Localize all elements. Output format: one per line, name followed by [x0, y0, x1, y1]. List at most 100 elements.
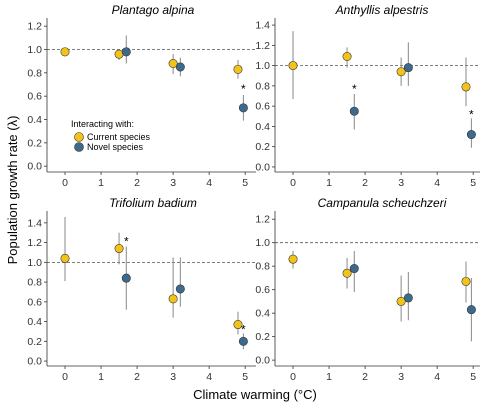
data-point — [239, 104, 247, 112]
data-point — [462, 277, 470, 285]
x-tick-label: 2 — [134, 177, 140, 189]
y-tick-label: 1.0 — [27, 257, 42, 269]
y-tick-label: 0.2 — [255, 141, 270, 153]
y-tick-label: 0.6 — [255, 101, 270, 113]
panel-marks: * — [61, 36, 248, 121]
panel-axes: 0.0 0.2 0.4 0.6 0.8 1.0 1.2 1.4 0 1 2 3 4 5 — [255, 18, 480, 189]
data-point — [176, 63, 184, 71]
x-tick-label: 4 — [434, 371, 440, 383]
legend-label-novel: Novel species — [87, 142, 144, 152]
data-point — [289, 61, 297, 69]
y-tick-label: 0.0 — [27, 161, 42, 173]
x-tick-label: 5 — [470, 177, 476, 189]
y-tick-label: 0.2 — [27, 336, 42, 348]
y-tick-label: 0.8 — [255, 80, 270, 92]
data-point — [176, 285, 184, 293]
x-tick-label: 3 — [170, 177, 176, 189]
legend-title: Interacting with: — [71, 119, 134, 129]
panel-axes: 0.0 0.2 0.4 0.6 0.8 1.0 1.2 1.4 0 1 2 3 4 5 — [27, 211, 256, 383]
data-point — [61, 254, 69, 262]
y-tick-label: 0.8 — [27, 67, 42, 79]
x-tick-label: 5 — [242, 177, 248, 189]
x-tick-label: 3 — [398, 177, 404, 189]
data-point — [234, 65, 242, 73]
x-tick-label: 0 — [290, 177, 296, 189]
x-tick-label: 4 — [434, 177, 440, 189]
x-tick-label: 1 — [326, 177, 332, 189]
data-point — [61, 48, 69, 56]
x-tick-label: 4 — [206, 371, 212, 383]
significance-star: * — [241, 322, 246, 336]
y-tick-label: 0.6 — [27, 91, 42, 103]
x-tick-label: 5 — [470, 371, 476, 383]
y-tick-label: 0.4 — [27, 114, 42, 126]
y-tick-label: 1.0 — [27, 44, 42, 56]
y-tick-label: 1.4 — [27, 217, 42, 229]
data-point — [350, 264, 358, 272]
data-point — [404, 294, 412, 302]
panel-title: Trifolium badium — [109, 196, 197, 210]
y-tick-label: 0.2 — [255, 331, 270, 343]
y-tick-label: 1.2 — [27, 21, 42, 33]
panel-title: Campanula scheuchzeri — [318, 196, 447, 210]
x-tick-label: 0 — [62, 371, 68, 383]
panel-title: Plantago alpina — [112, 3, 195, 17]
y-tick-label: 0.4 — [255, 308, 270, 320]
y-tick-label: 0.0 — [255, 161, 270, 173]
y-tick-label: 1.2 — [255, 40, 270, 52]
x-axis-label: Climate warming (°C) — [193, 387, 317, 402]
x-tick-label: 0 — [62, 177, 68, 189]
panel-campanula: Campanula scheuchzeri 0.0 0.2 0.4 0.6 0.8 1.0… — [255, 196, 480, 383]
data-point — [343, 269, 351, 277]
significance-star: * — [469, 107, 474, 121]
y-tick-label: 0.2 — [27, 137, 42, 149]
x-tick-label: 2 — [134, 371, 140, 383]
x-tick-label: 1 — [98, 177, 104, 189]
y-tick-label: 1.2 — [27, 237, 42, 249]
legend-swatch-current — [75, 133, 84, 142]
panel-trifolium: Trifolium badium 0.0 0.2 0.4 0.6 0.8 1.0 1.2 1.… — [27, 196, 256, 383]
x-tick-label: 1 — [326, 371, 332, 383]
panel-marks: ** — [289, 31, 476, 148]
x-tick-label: 5 — [242, 371, 248, 383]
data-point — [350, 107, 358, 115]
data-point — [122, 48, 130, 56]
legend: Interacting with: Current species Novel … — [71, 119, 151, 152]
significance-star: * — [352, 82, 357, 96]
panel-anthyllis: Anthyllis alpestris 0.0 0.2 0.4 0.6 0.8 1.0 1.… — [255, 3, 480, 189]
data-point — [115, 244, 123, 252]
x-tick-label: 0 — [290, 371, 296, 383]
data-point — [467, 130, 475, 138]
panel-axes: 0.0 0.2 0.4 0.6 0.8 1.0 1.2 0 1 2 3 4 5 — [27, 18, 256, 189]
x-tick-label: 2 — [362, 371, 368, 383]
y-tick-label: 0.8 — [27, 277, 42, 289]
y-tick-label: 0.0 — [255, 355, 270, 367]
x-tick-label: 3 — [170, 371, 176, 383]
data-point — [122, 274, 130, 282]
significance-star: * — [124, 235, 129, 249]
y-tick-label: 0.4 — [255, 121, 270, 133]
y-axis-label: Population growth rate (λ) — [5, 116, 20, 265]
data-point — [462, 83, 470, 91]
y-tick-label: 1.4 — [255, 20, 270, 32]
panel-axes: 0.0 0.2 0.4 0.6 0.8 1.0 1.2 0 1 2 3 4 5 — [255, 211, 480, 383]
data-point — [289, 255, 297, 263]
data-point — [239, 337, 247, 345]
y-tick-label: 0.6 — [255, 284, 270, 296]
data-point — [467, 305, 475, 313]
y-tick-label: 0.4 — [27, 316, 42, 328]
panel-title: Anthyllis alpestris — [335, 3, 429, 17]
legend-label-current: Current species — [87, 132, 151, 142]
x-tick-label: 3 — [398, 371, 404, 383]
y-tick-label: 1.0 — [255, 237, 270, 249]
panel-plantago: Plantago alpina 0.0 0.2 0.4 0.6 0.8 1.0 1.2 0 1 2… — [27, 3, 256, 189]
y-tick-label: 0.0 — [27, 356, 42, 368]
x-tick-label: 2 — [362, 177, 368, 189]
y-tick-label: 1.2 — [255, 214, 270, 226]
x-tick-label: 1 — [98, 371, 104, 383]
panel-marks: ** — [61, 217, 248, 349]
y-tick-label: 0.6 — [27, 296, 42, 308]
significance-star: * — [241, 82, 246, 96]
y-tick-label: 1.0 — [255, 60, 270, 72]
